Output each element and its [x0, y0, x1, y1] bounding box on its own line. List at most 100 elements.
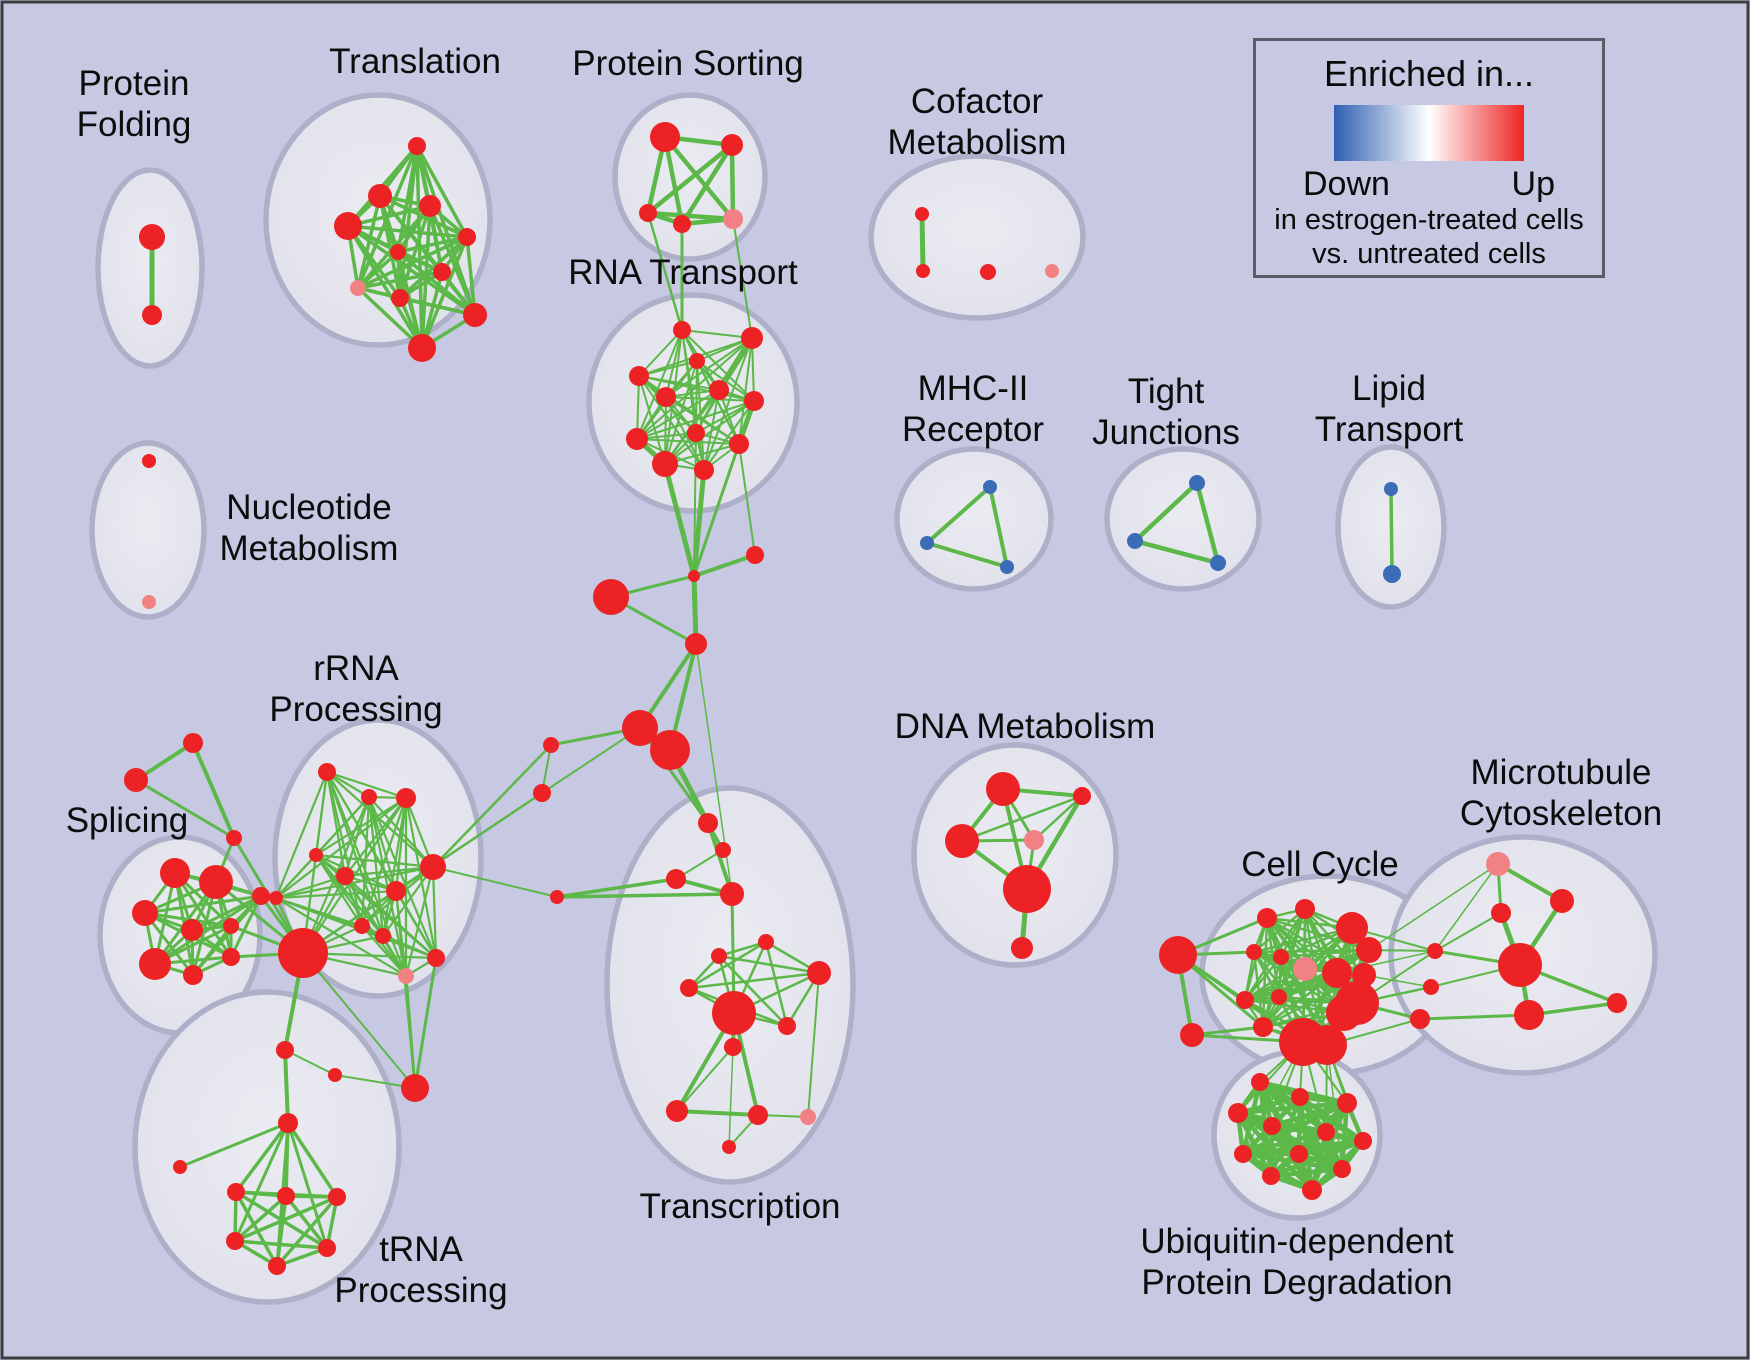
node-rt8	[626, 428, 648, 450]
node-rr3	[420, 854, 446, 880]
edge-tr3-tr10	[346, 224, 424, 350]
node-rr1	[361, 789, 377, 805]
cluster-label-cell-cycle: Cell Cycle	[1241, 845, 1399, 884]
node-cc9	[1322, 958, 1352, 988]
edge-tx4-tx5	[717, 940, 768, 958]
node-dn3	[1024, 830, 1044, 850]
node-ub11	[1302, 1180, 1322, 1200]
node-sp1	[124, 768, 148, 792]
node-dn0	[986, 772, 1020, 806]
node-mh0	[983, 480, 997, 494]
edge-sp10-sp11	[229, 894, 263, 959]
node-tr10	[408, 334, 436, 362]
edge-lt0-lt1	[1389, 487, 1394, 576]
cluster-label-trna-processing-line2: Processing	[334, 1271, 507, 1310]
cluster-label-tight-junctions-line1: Tight	[1128, 372, 1205, 411]
node-cm2	[980, 264, 996, 280]
node-tr5	[390, 244, 406, 260]
node-rt2	[689, 353, 705, 369]
legend-gradient-bar	[1334, 105, 1524, 161]
edge-tr2-tr9	[428, 204, 477, 317]
cluster-label-nucleotide-metabolism-line1: Nucleotide	[226, 488, 391, 527]
node-tn3	[278, 1113, 298, 1133]
edge-tx4-tx9	[764, 940, 789, 1028]
node-mt7	[1607, 993, 1627, 1013]
edge-v4-v7	[541, 727, 641, 794]
legend-subtitle-line1: in estrogen-treated cells	[1274, 204, 1584, 236]
edge-rr0-rr7	[274, 770, 329, 900]
legend: Enriched in... Down Up in estrogen-treat…	[1253, 38, 1605, 278]
edge-v1-rt9	[738, 443, 756, 556]
node-ps0	[650, 122, 680, 152]
node-mt5	[1423, 979, 1439, 995]
edge-rt0-rt11	[681, 329, 705, 471]
edge-sp1-sp2	[134, 778, 236, 840]
node-pf0	[139, 224, 165, 250]
node-tx9	[778, 1017, 796, 1035]
cluster-label-translation: Translation	[329, 42, 501, 81]
edge-ub2-ub3	[1235, 1100, 1350, 1116]
edge-tx14-tx10	[728, 1046, 734, 1148]
edge-v0-v1	[692, 553, 757, 578]
node-tr9	[463, 303, 487, 327]
cluster-label-protein-folding-line1: Protein	[79, 64, 190, 103]
cluster-label-cofactor-metabolism-line1: Cofactor	[911, 82, 1044, 121]
node-tx2	[666, 869, 686, 889]
cluster-label-transcription: Transcription	[640, 1187, 841, 1226]
cluster-label-trna-processing-line1: tRNA	[379, 1230, 463, 1269]
edge-ps1-ps2	[645, 142, 735, 216]
node-tx10	[724, 1038, 742, 1056]
edge-tn3-tn4	[178, 1121, 290, 1169]
edge-rr5-rr7	[274, 889, 398, 900]
cluster-label-rna-transport: RNA Transport	[568, 253, 798, 292]
edge-rt0-rt3	[638, 329, 683, 377]
edge-ps2-rt0	[646, 211, 684, 332]
cluster-label-tight-junctions-line2: Junctions	[1092, 413, 1240, 452]
node-ub6	[1354, 1132, 1372, 1150]
node-dn1	[1073, 787, 1091, 805]
legend-down-label: Down	[1303, 165, 1390, 203]
node-ub9	[1333, 1160, 1351, 1178]
edge-tr3-tr4	[346, 224, 469, 239]
cluster-ellipse-tight-junctions	[1104, 446, 1262, 592]
cluster-label-microtubule-cytoskeleton-line2: Cytoskeleton	[1460, 794, 1662, 833]
edge-rt5-rt9	[665, 396, 740, 445]
edge-tn5-tn9	[234, 1190, 279, 1268]
edge-cc7-cc11	[1243, 955, 1283, 1002]
node-rr10	[375, 928, 391, 944]
node-rt3	[629, 366, 649, 386]
node-cc15	[1253, 1017, 1273, 1037]
node-v2	[593, 579, 629, 615]
edge-tr3-tr9	[346, 224, 477, 317]
edge-w0-rr3	[432, 866, 558, 898]
edge-sp8-sp11	[153, 894, 263, 966]
edge-tn8-tn10	[233, 1239, 329, 1250]
node-tn5	[227, 1183, 245, 1201]
node-tx1	[715, 842, 731, 858]
cluster-label-mhc-ii-receptor-line1: MHC-II	[918, 369, 1029, 408]
node-sp3	[160, 858, 190, 888]
node-rr5	[386, 881, 406, 901]
cluster-label-mhc-ii-receptor-line2: Receptor	[902, 410, 1044, 449]
node-tn9	[268, 1257, 286, 1275]
edge-tr7-tr10	[356, 286, 424, 350]
node-rt7	[687, 424, 705, 442]
node-tr4	[458, 228, 476, 246]
node-tr8	[391, 289, 409, 307]
node-sp9	[183, 965, 203, 985]
node-ps2	[639, 204, 657, 222]
cluster-label-cofactor-metabolism-line2: Metabolism	[888, 123, 1067, 162]
node-lt0	[1384, 482, 1398, 496]
edge-rr10-rr12	[381, 934, 438, 960]
node-tx3	[720, 882, 744, 906]
node-sp4	[199, 865, 233, 899]
edge-rr1-rr12	[367, 795, 438, 960]
edge-rr9-rr11	[360, 924, 408, 978]
edge-rr2-rr6	[314, 796, 408, 857]
edge-rr0-rr10	[325, 770, 385, 938]
node-tj1	[1127, 533, 1143, 549]
edge-tr8-tr9	[398, 296, 477, 317]
node-sp2	[226, 830, 242, 846]
node-tr1	[368, 184, 392, 208]
